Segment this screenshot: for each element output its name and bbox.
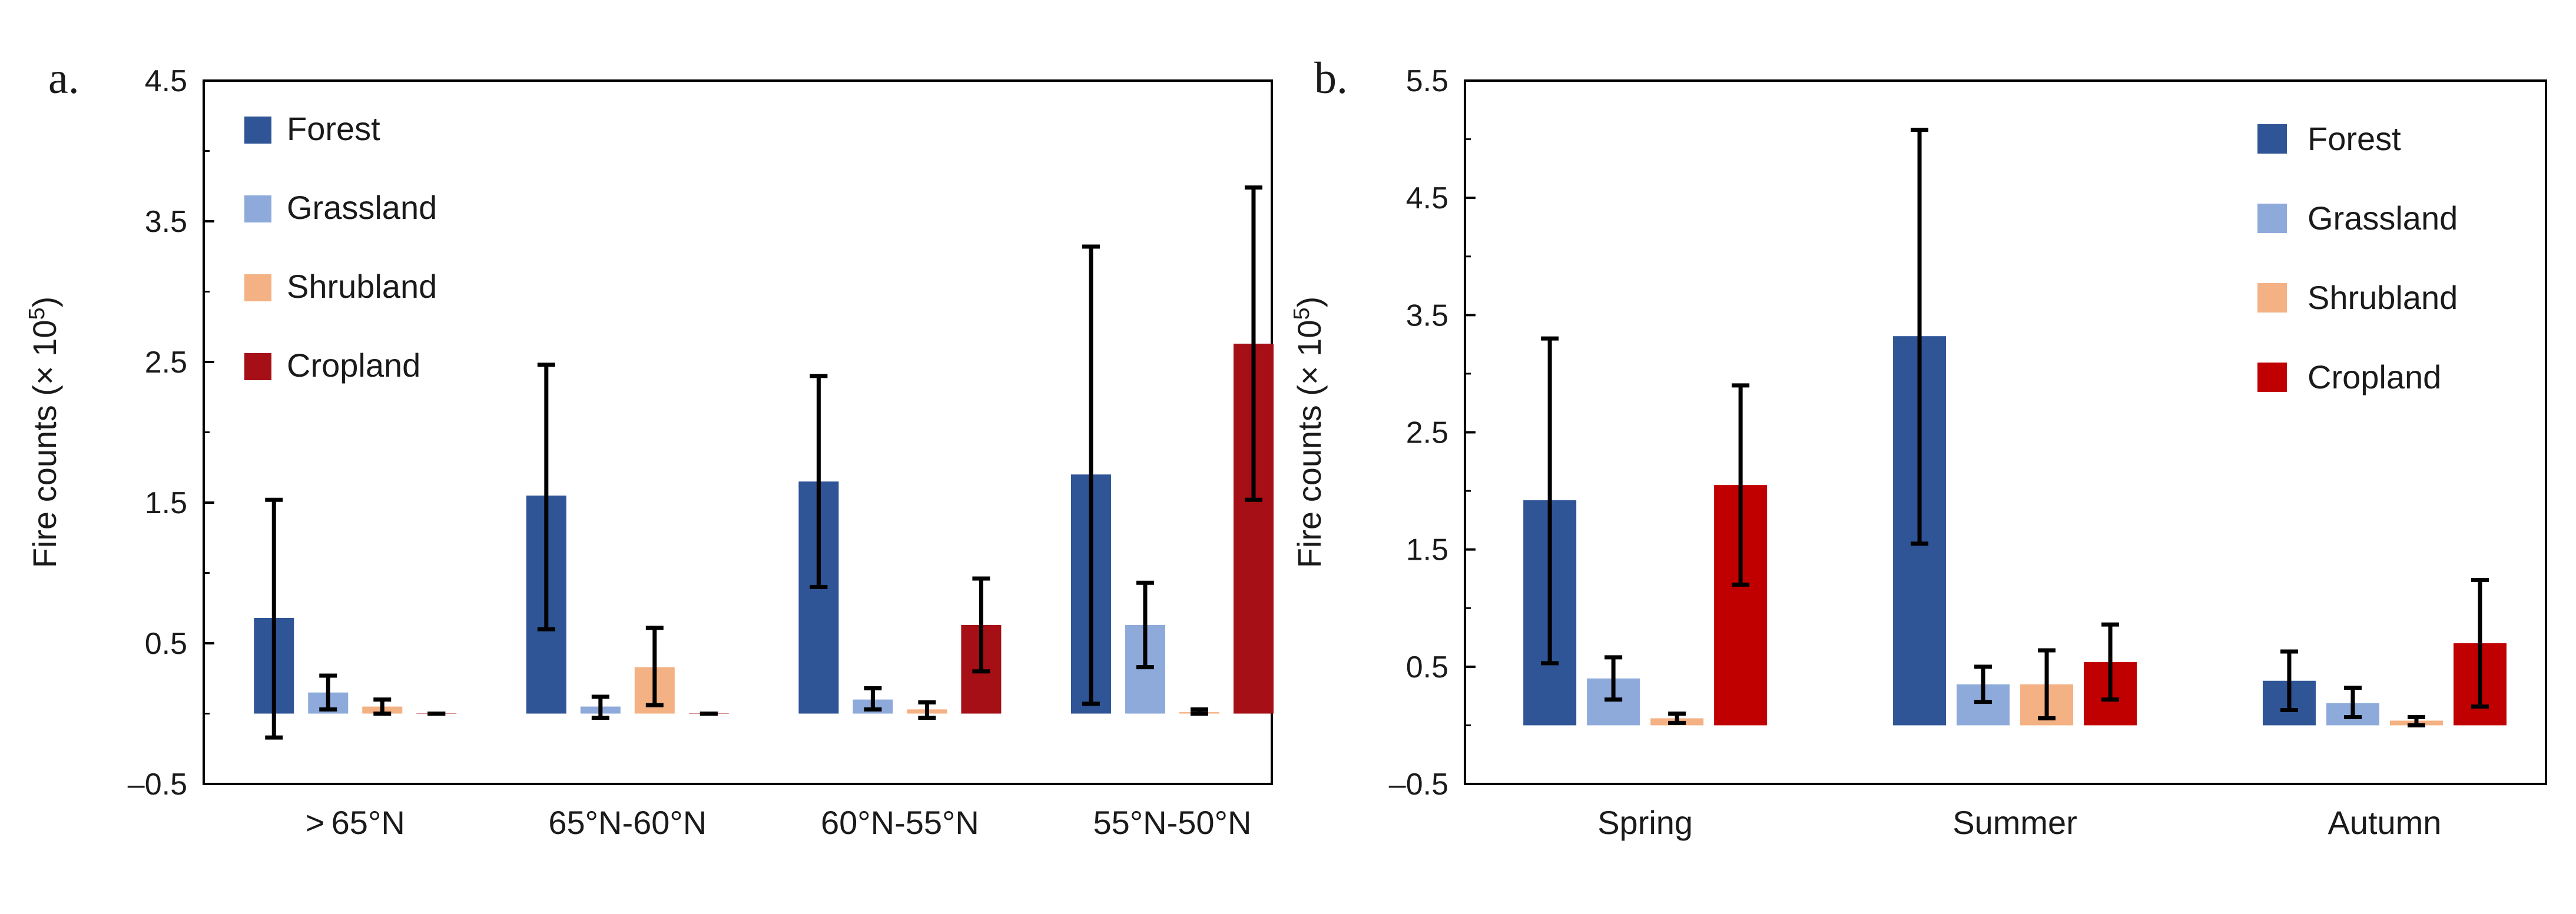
y-axis-label: Fire counts (× 105) — [25, 297, 63, 569]
x-tick-label: > 65°N — [306, 804, 405, 841]
panel-a: –0.5 0.5 1.5 2.5 3.5 4.5 Fire counts (× 105) a.… — [25, 54, 1274, 841]
panel-b: –0.5 0.5 1.5 2.5 3.5 4.5 5.5 Fire counts (× 105… — [1289, 54, 2547, 841]
x-tick-label: 65°N-60°N — [548, 804, 707, 841]
legend-swatch — [2257, 124, 2287, 154]
y-tick-label: 0.5 — [1406, 650, 1448, 684]
y-axis-label-superscript: 5 — [1289, 307, 1314, 320]
legend-label: Grassland — [287, 189, 437, 226]
legend-swatch — [2257, 283, 2287, 313]
legend-swatch — [2257, 363, 2287, 392]
y-tick-label: 5.5 — [1406, 64, 1448, 98]
y-axis-label: Fire counts (× 105) — [1289, 297, 1328, 569]
legend-label: Forest — [2308, 120, 2401, 157]
y-tick-label: 1.5 — [1406, 533, 1448, 567]
legend-label: Shrubland — [287, 268, 437, 305]
y-tick-label: 2.5 — [145, 345, 187, 380]
y-tick-label: 1.5 — [145, 486, 187, 520]
legend-swatch — [244, 274, 271, 301]
y-tick-label: 3.5 — [1406, 298, 1448, 333]
y-tick-label: –0.5 — [128, 767, 187, 802]
legend-label: Cropland — [287, 347, 420, 384]
y-tick-label: 0.5 — [145, 627, 187, 661]
legend-label: Grassland — [2308, 200, 2458, 237]
legend-swatch — [2257, 204, 2287, 233]
y-axis-label-close: ) — [26, 297, 63, 308]
legend-swatch — [244, 353, 271, 380]
x-tick-label: Summer — [1952, 804, 2077, 841]
panel-letter: a. — [48, 54, 79, 103]
legend-swatch — [244, 195, 271, 222]
y-tick-label: 2.5 — [1406, 416, 1448, 450]
legend-label: Shrubland — [2308, 279, 2458, 316]
y-axis-label-superscript: 5 — [25, 307, 49, 320]
legend-label: Forest — [287, 110, 380, 147]
y-axis-label-text: Fire counts (× 10 — [26, 320, 63, 569]
y-tick-label: 4.5 — [1406, 181, 1448, 215]
y-axis-label-close: ) — [1291, 297, 1328, 308]
plot-frame — [203, 79, 1273, 785]
x-tick-label: Autumn — [2328, 804, 2441, 841]
x-tick-label: Spring — [1597, 804, 1693, 841]
legend-swatch — [244, 117, 271, 144]
x-tick-label: 60°N-55°N — [821, 804, 979, 841]
y-tick-label: –0.5 — [1389, 767, 1448, 802]
x-tick-label: 55°N-50°N — [1093, 804, 1252, 841]
panel-letter: b. — [1314, 54, 1348, 103]
legend-label: Cropland — [2308, 358, 2441, 395]
y-tick-label: 3.5 — [145, 205, 187, 239]
y-axis-label-text: Fire counts (× 10 — [1291, 320, 1328, 569]
y-tick-label: 4.5 — [145, 64, 187, 98]
